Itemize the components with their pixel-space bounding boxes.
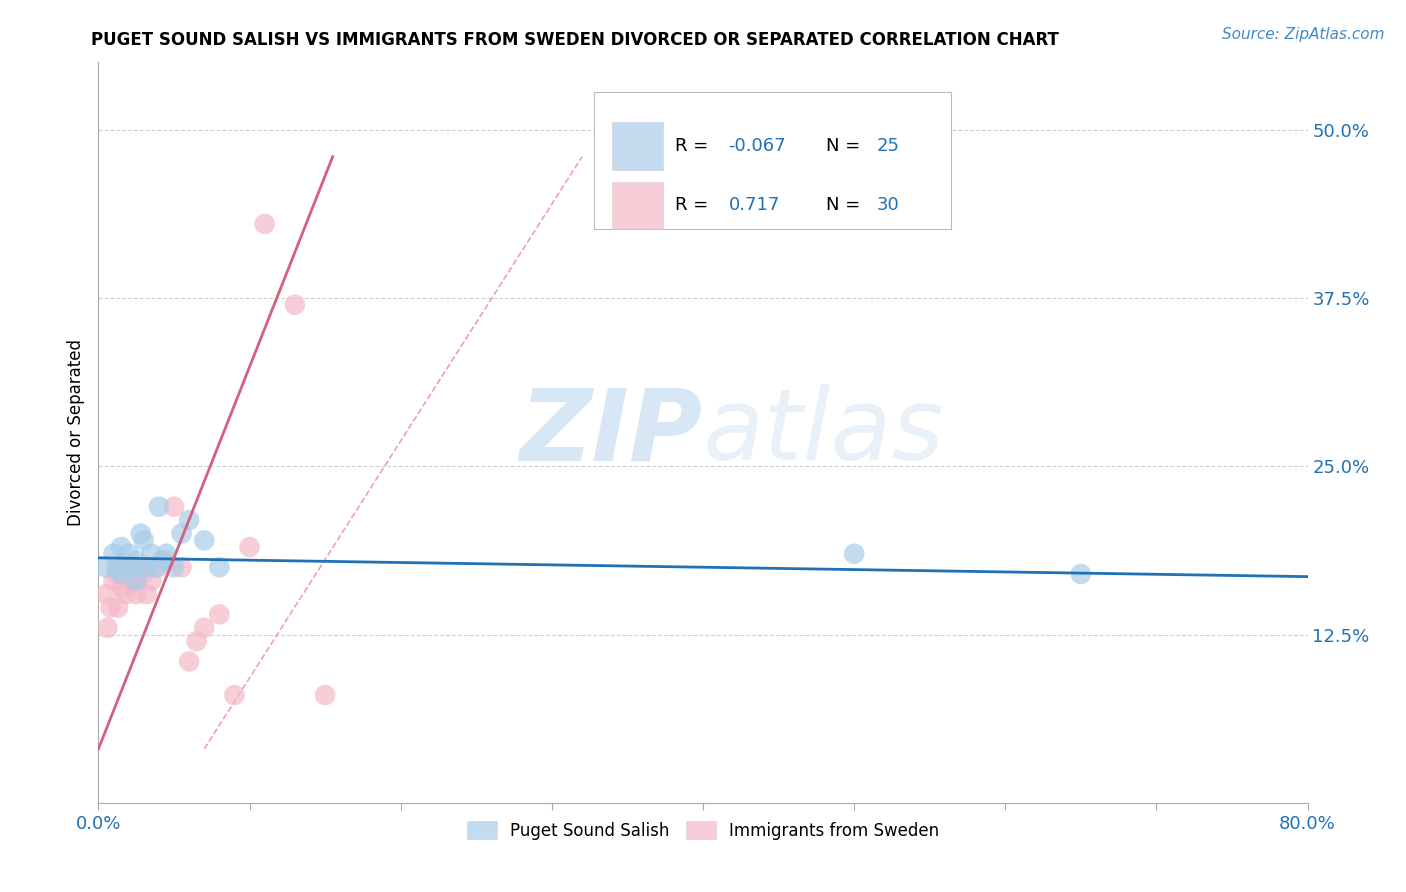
Point bbox=[208, 607, 231, 622]
Point bbox=[135, 560, 157, 574]
Point bbox=[96, 621, 118, 635]
Point bbox=[208, 560, 231, 574]
Point bbox=[155, 547, 177, 561]
Point bbox=[132, 533, 155, 548]
Text: -0.067: -0.067 bbox=[728, 137, 786, 155]
Point bbox=[107, 600, 129, 615]
Point bbox=[105, 560, 128, 574]
Point bbox=[135, 587, 157, 601]
Point bbox=[121, 574, 143, 588]
Text: 30: 30 bbox=[877, 196, 900, 214]
Point bbox=[118, 547, 141, 561]
Point bbox=[141, 574, 163, 588]
Point bbox=[141, 547, 163, 561]
Point bbox=[103, 547, 125, 561]
Point bbox=[186, 634, 208, 648]
Point bbox=[121, 560, 143, 574]
Point bbox=[111, 581, 134, 595]
Point bbox=[94, 587, 117, 601]
Point bbox=[239, 540, 262, 554]
Point bbox=[179, 513, 201, 527]
Text: atlas: atlas bbox=[703, 384, 945, 481]
Point bbox=[150, 553, 173, 567]
Y-axis label: Divorced or Separated: Divorced or Separated bbox=[66, 339, 84, 526]
Point bbox=[103, 574, 125, 588]
Point bbox=[148, 500, 170, 514]
Point bbox=[125, 553, 148, 567]
Point bbox=[94, 560, 117, 574]
Point bbox=[110, 566, 132, 581]
Point bbox=[125, 587, 148, 601]
FancyBboxPatch shape bbox=[613, 182, 664, 229]
Point bbox=[170, 560, 193, 574]
Text: R =: R = bbox=[675, 137, 714, 155]
Point bbox=[163, 500, 186, 514]
Point bbox=[253, 217, 276, 231]
Point bbox=[100, 600, 122, 615]
Point bbox=[114, 587, 136, 601]
Point bbox=[193, 621, 215, 635]
Point bbox=[1070, 566, 1092, 581]
Text: PUGET SOUND SALISH VS IMMIGRANTS FROM SWEDEN DIVORCED OR SEPARATED CORRELATION C: PUGET SOUND SALISH VS IMMIGRANTS FROM SW… bbox=[91, 31, 1059, 49]
Point bbox=[148, 560, 170, 574]
Text: 25: 25 bbox=[877, 137, 900, 155]
Point bbox=[132, 566, 155, 581]
FancyBboxPatch shape bbox=[595, 92, 950, 229]
Point bbox=[129, 526, 152, 541]
Point bbox=[179, 655, 201, 669]
Text: 0.717: 0.717 bbox=[728, 196, 780, 214]
Point bbox=[129, 560, 152, 574]
FancyBboxPatch shape bbox=[613, 122, 664, 169]
Point bbox=[118, 560, 141, 574]
Text: R =: R = bbox=[675, 196, 725, 214]
Text: N =: N = bbox=[827, 196, 866, 214]
Point bbox=[170, 526, 193, 541]
Legend: Puget Sound Salish, Immigrants from Sweden: Puget Sound Salish, Immigrants from Swed… bbox=[460, 814, 946, 847]
Point bbox=[125, 574, 148, 588]
Point bbox=[155, 553, 177, 567]
Point bbox=[110, 540, 132, 554]
Point bbox=[314, 688, 336, 702]
Point bbox=[145, 560, 167, 574]
Point bbox=[110, 560, 132, 574]
Text: Source: ZipAtlas.com: Source: ZipAtlas.com bbox=[1222, 27, 1385, 42]
Point bbox=[193, 533, 215, 548]
Point bbox=[844, 547, 866, 561]
Point bbox=[163, 560, 186, 574]
Point bbox=[125, 574, 148, 588]
Point bbox=[105, 566, 128, 581]
Text: N =: N = bbox=[827, 137, 866, 155]
Point bbox=[224, 688, 246, 702]
Point bbox=[114, 560, 136, 574]
Text: ZIP: ZIP bbox=[520, 384, 703, 481]
Point bbox=[284, 298, 307, 312]
